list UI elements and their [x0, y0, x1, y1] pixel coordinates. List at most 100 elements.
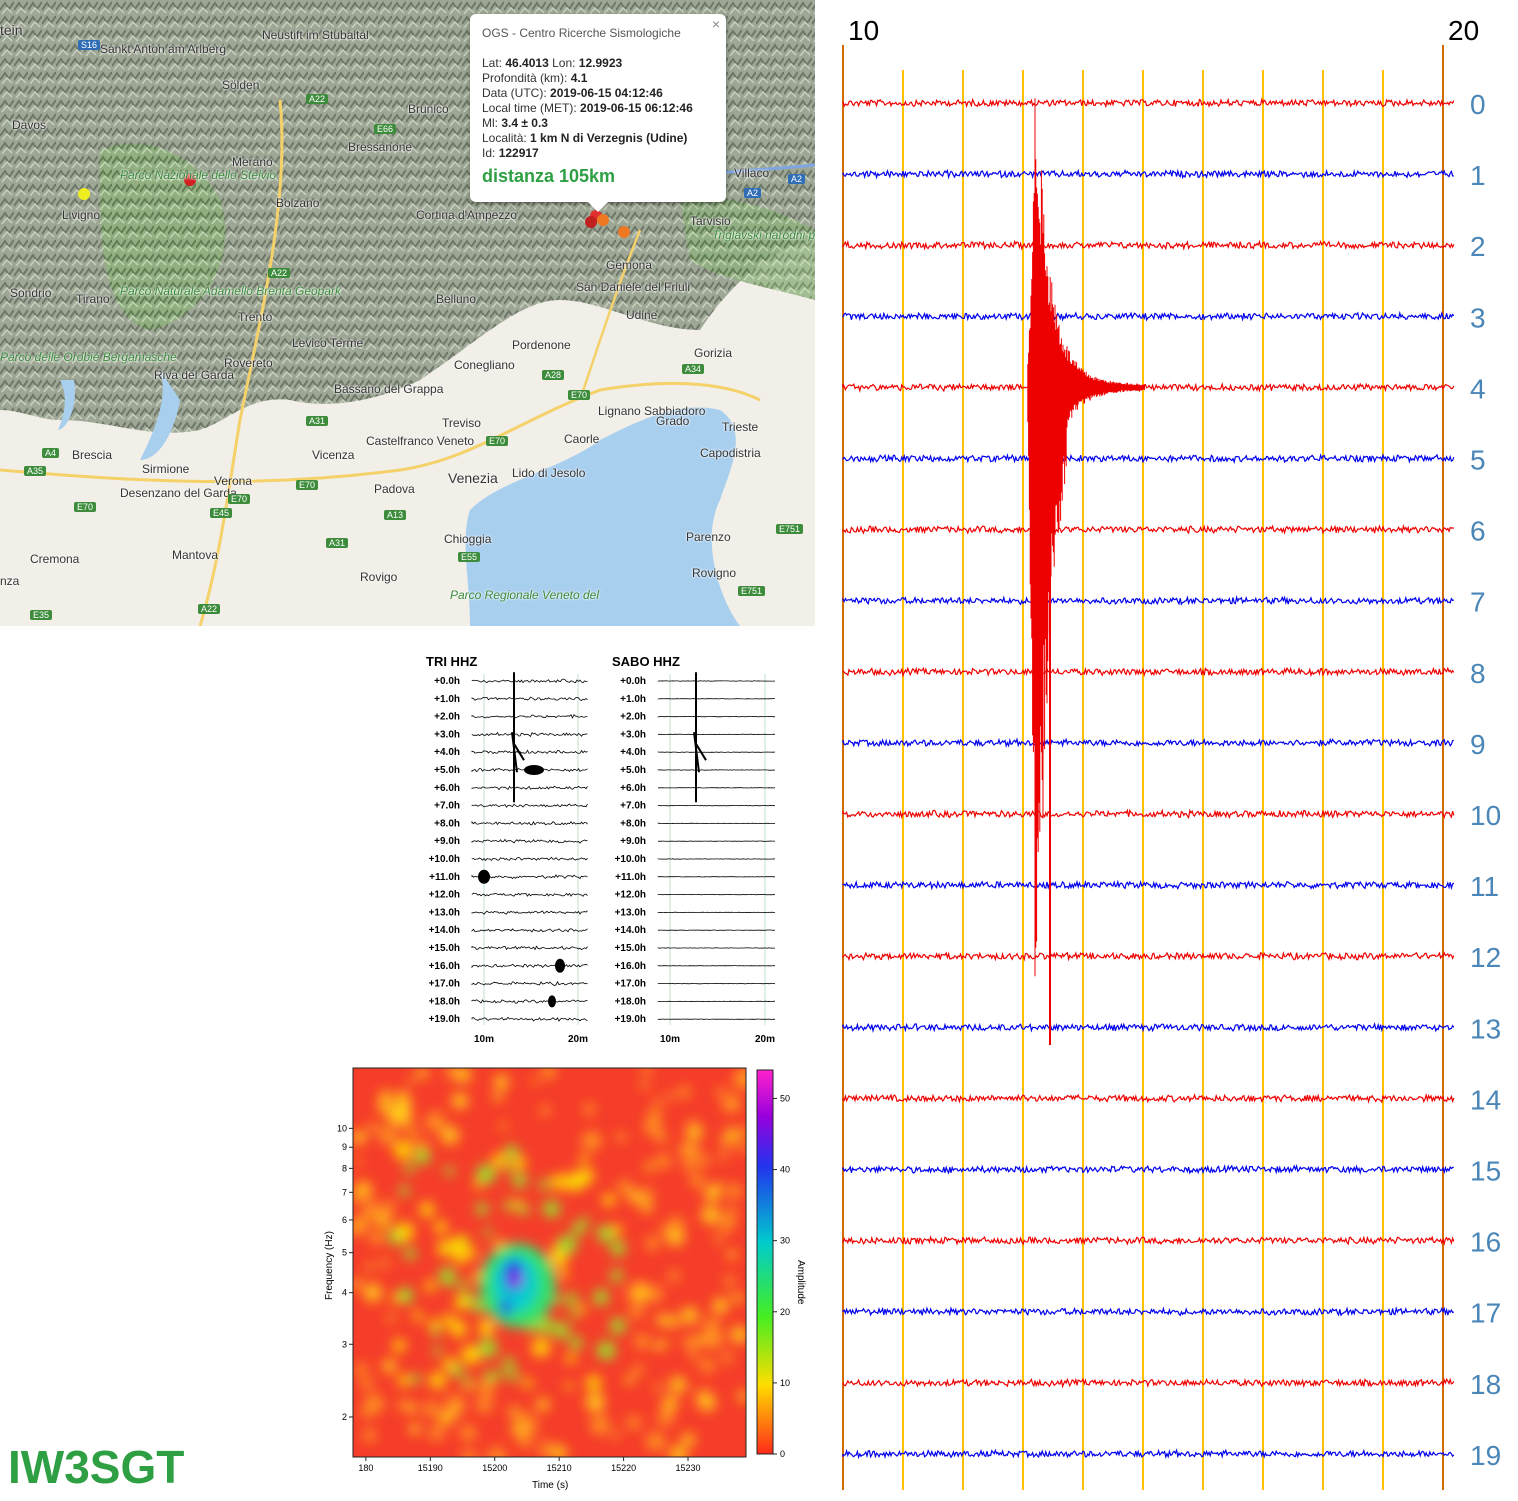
map-place-label: Levico Terme [292, 336, 363, 350]
map-place-label: Conegliano [454, 358, 515, 372]
spectrogram-y-tick: 7 [342, 1187, 347, 1197]
station-trace [472, 1000, 588, 1004]
helicorder-trace [843, 100, 1454, 107]
helicorder-trace [843, 810, 1454, 817]
popup-distance: distanza 105km [482, 166, 615, 187]
map-place-label: Riva del Garda [154, 368, 234, 382]
road-shield: A2 [744, 188, 761, 198]
station-row-label: +10.0h [429, 854, 460, 865]
helicorder-x-end-label: 20 [1448, 15, 1479, 46]
station-row-label: +4.0h [434, 747, 460, 758]
helicorder-trace [843, 313, 1454, 320]
helicorder-x-start-label: 10 [848, 15, 879, 46]
helicorder-trace [843, 242, 1454, 249]
helicorder-trace [843, 1308, 1454, 1315]
helicorder-hour-label: 19 [1470, 1440, 1501, 1471]
helicorder-hour-label: 1 [1470, 160, 1486, 191]
road-shield: E55 [458, 552, 480, 562]
popup-depth: Profondità (km): 4.1 [482, 71, 587, 85]
popup-pointer [588, 202, 608, 212]
station-row-label: +19.0h [429, 1014, 460, 1025]
station-row-label: +17.0h [429, 979, 460, 990]
road-shield: A2 [788, 174, 805, 184]
map-place-label: Parenzo [686, 530, 731, 544]
station-row-label: +5.0h [620, 765, 646, 776]
helicorder-trace [843, 455, 1454, 462]
station-row-label: +18.0h [429, 996, 460, 1007]
station-trace [472, 929, 588, 932]
station-row-label: +14.0h [615, 925, 646, 936]
road-shield: A31 [326, 538, 348, 548]
tri-title: TRI HHZ [426, 654, 477, 669]
helicorder-hour-label: 13 [1470, 1013, 1501, 1044]
popup-close-button[interactable]: × [712, 16, 720, 32]
map-place-label: Desenzano del Garda [120, 486, 237, 500]
spectrogram-y-tick: 2 [342, 1412, 347, 1422]
helicorder-hour-label: 3 [1470, 302, 1486, 333]
station-row-label: +18.0h [615, 996, 646, 1007]
road-shield: E70 [486, 436, 508, 446]
station-trace [472, 733, 588, 737]
spectrogram-y-tick: 3 [342, 1339, 347, 1349]
helicorder-trace [843, 1024, 1454, 1031]
station-trace [472, 715, 588, 718]
map-place-label: Gorizia [694, 346, 732, 360]
map-place-label: Sirmione [142, 462, 189, 476]
map-place-label: Treviso [442, 416, 481, 430]
map-place-label: Belluno [436, 292, 476, 306]
spectrogram-y-tick: 6 [342, 1215, 347, 1225]
station-helicorders: TRI HHZ SABO HHZ +0.0h+1.0h+2.0h+3.0h+4.… [420, 650, 800, 1050]
station-trace [472, 786, 588, 789]
road-shield: A22 [198, 604, 220, 614]
station-row-label: +0.0h [434, 676, 460, 687]
map-place-label: Castelfranco Veneto [366, 434, 474, 448]
spectrogram-y-tick: 9 [342, 1142, 347, 1152]
map-place-label: Gemona [606, 258, 652, 272]
road-shield: E70 [74, 502, 96, 512]
station-x-tick: 20m [755, 1034, 775, 1045]
road-shield: A34 [682, 364, 704, 374]
map-place-label: Chioggia [444, 532, 491, 546]
helicorder-hour-label: 10 [1470, 800, 1501, 831]
station-row-label: +1.0h [620, 694, 646, 705]
map-place-label: Cremona [30, 552, 79, 566]
road-shield: A13 [384, 510, 406, 520]
station-row-label: +5.0h [434, 765, 460, 776]
station-trace [472, 982, 588, 986]
station-row-label: +17.0h [615, 979, 646, 990]
event-info-popup: × OGS - Centro Ricerche Sismologiche Lat… [470, 14, 726, 202]
colorbar-tick: 30 [780, 1236, 790, 1246]
helicorder-trace [843, 739, 1454, 746]
helicorder-trace [843, 668, 1454, 675]
map-place-label: Venezia [448, 470, 498, 486]
spectrogram-y-tick: 8 [342, 1163, 347, 1173]
map-place-label: Mantova [172, 548, 218, 562]
station-row-label: +15.0h [429, 943, 460, 954]
map-place-label: Rovigo [360, 570, 397, 584]
station-trace [472, 893, 588, 896]
road-shield: E70 [228, 494, 250, 504]
spectrogram-x-tick: 15210 [547, 1463, 572, 1473]
road-shield: E70 [296, 480, 318, 490]
popup-magnitude: Ml: 3.4 ± 0.3 [482, 116, 548, 130]
map-place-label: Vicenza [312, 448, 354, 462]
map-place-label: Parco Regionale Veneto del [450, 588, 599, 602]
station-event-waveform [694, 672, 706, 802]
map-place-label: Tirano [76, 292, 110, 306]
map-place-label: Bassano del Grappa [334, 382, 443, 396]
popup-id: Id: 122917 [482, 146, 539, 160]
spectrogram-y-tick: 4 [342, 1288, 347, 1298]
helicorder-hour-label: 15 [1470, 1156, 1501, 1187]
station-row-label: +8.0h [620, 818, 646, 829]
map-place-label: Caorle [564, 432, 599, 446]
road-shield: A22 [306, 94, 328, 104]
station-trace [472, 857, 588, 860]
station-row-label: +0.0h [620, 676, 646, 687]
station-row-label: +2.0h [434, 712, 460, 723]
helicorder-trace [843, 526, 1454, 533]
spectrogram-x-label: Time (s) [532, 1480, 568, 1491]
